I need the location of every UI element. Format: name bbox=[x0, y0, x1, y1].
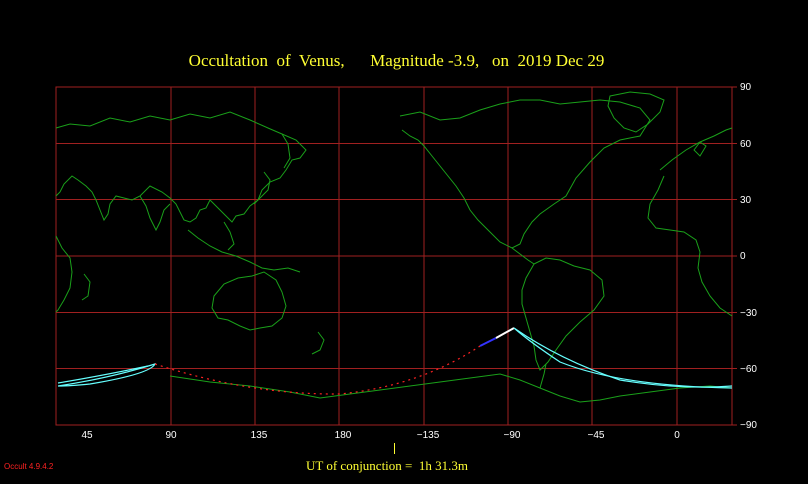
latitude-gridlines bbox=[56, 143, 732, 369]
indonesia-coast bbox=[187, 229, 301, 273]
lon-label-90: 90 bbox=[165, 430, 177, 441]
lon-label-minus90: −90 bbox=[503, 430, 521, 441]
india-coast bbox=[139, 195, 171, 232]
centre-line-twilight bbox=[479, 337, 497, 347]
africa-coast bbox=[55, 235, 73, 313]
lon-label-minus135: −135 bbox=[416, 430, 440, 441]
japan-coast bbox=[253, 171, 271, 205]
central-america-coast bbox=[511, 247, 535, 265]
lat-label-0: 0 bbox=[740, 251, 746, 262]
limit-curve-west bbox=[57, 363, 157, 387]
philippines-coast bbox=[223, 221, 235, 251]
map-title: Occultation of Venus, Magnitude -3.9, on… bbox=[188, 51, 605, 70]
australia-coast bbox=[211, 271, 287, 331]
lon-label-0: 0 bbox=[674, 430, 680, 441]
greenland-coast bbox=[607, 91, 665, 133]
axis-ticks bbox=[732, 86, 737, 426]
south-america-coast bbox=[521, 257, 605, 371]
kamchatka-coast bbox=[281, 133, 291, 169]
conjunction-tick bbox=[394, 443, 395, 454]
ut-conjunction-label: UT of conjunction = 1h 31.3m bbox=[306, 458, 468, 473]
antarctic-peninsula-coast bbox=[539, 363, 547, 389]
lat-label-30: 30 bbox=[740, 195, 752, 206]
lat-label-minus30: −30 bbox=[740, 308, 757, 319]
north-america-coast bbox=[399, 99, 651, 249]
centre-line-daylight bbox=[495, 327, 515, 339]
lat-label-minus90: −90 bbox=[740, 420, 757, 431]
new-zealand-coast bbox=[311, 331, 325, 355]
limit-curve-west-inner bbox=[57, 365, 149, 384]
lat-label-60: 60 bbox=[740, 139, 752, 150]
occultation-path bbox=[57, 327, 733, 395]
lon-label-minus45: −45 bbox=[587, 430, 605, 441]
uk-coast bbox=[693, 141, 707, 157]
lon-label-45: 45 bbox=[81, 430, 93, 441]
limit-curve-east-inner bbox=[513, 327, 733, 389]
antarctica-coast bbox=[169, 373, 733, 403]
madagascar-coast bbox=[81, 273, 91, 301]
longitude-gridlines bbox=[170, 87, 678, 425]
lat-label-90: 90 bbox=[740, 82, 752, 93]
lon-label-180: 180 bbox=[334, 430, 352, 441]
coastlines bbox=[55, 91, 733, 403]
west-africa-coast bbox=[647, 175, 733, 317]
eurasia-coast bbox=[55, 111, 307, 223]
lon-label-135: 135 bbox=[250, 430, 268, 441]
version-label: Occult 4.9.4.2 bbox=[4, 462, 54, 471]
lat-label-minus60: −60 bbox=[740, 364, 757, 375]
